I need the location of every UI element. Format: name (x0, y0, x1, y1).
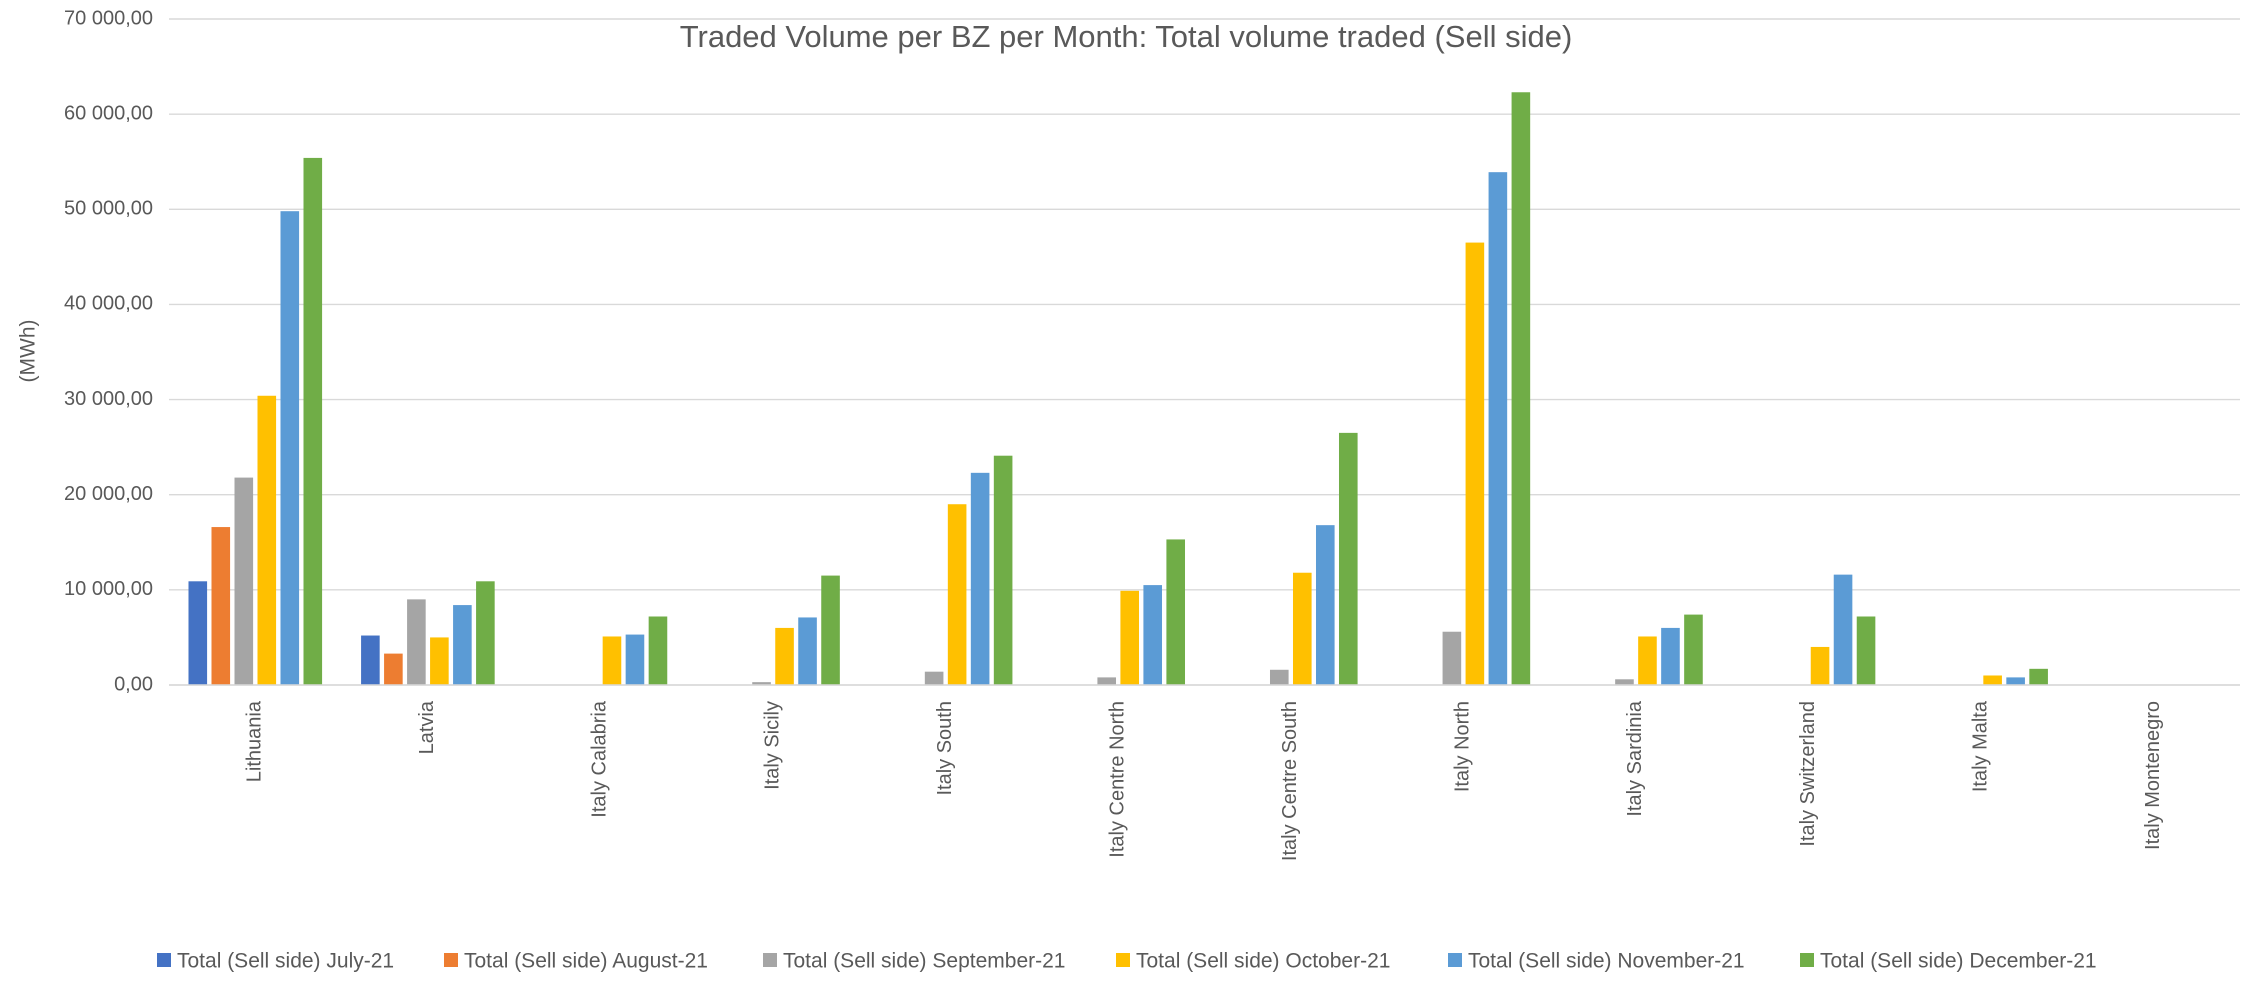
bar (2006, 677, 2025, 685)
bar (476, 581, 495, 685)
bar (1465, 242, 1485, 686)
bar (234, 477, 254, 685)
x-tick-label: Italy Sardinia (1624, 700, 1646, 816)
bar (970, 472, 990, 685)
legend-swatch (444, 953, 458, 967)
x-tick-label: Italy Sicily (761, 701, 783, 790)
bar (1269, 669, 1289, 685)
bar (1511, 92, 1531, 685)
x-tick-label: Latvia (416, 700, 438, 754)
bar (1292, 572, 1312, 685)
x-tick-label: Italy Centre South (1279, 701, 1301, 861)
bar (211, 527, 231, 685)
bar (947, 504, 967, 685)
bar (1833, 574, 1853, 685)
bar (2029, 668, 2048, 685)
legend-label: Total (Sell side) September-21 (783, 950, 1065, 973)
x-tick-label: Lithuania (244, 700, 266, 782)
bar (1856, 616, 1876, 685)
bar (752, 682, 771, 685)
legend-label: Total (Sell side) July-21 (177, 950, 394, 973)
x-tick-label: Italy Calabria (589, 700, 611, 818)
bar (1638, 636, 1657, 685)
bar (798, 617, 817, 685)
bar (1684, 614, 1703, 685)
bar (361, 635, 380, 685)
bar (993, 455, 1013, 685)
bar (1120, 590, 1140, 685)
bar (1488, 172, 1508, 685)
y-tick-label: 30 000,00 (64, 388, 153, 410)
bar (453, 605, 472, 685)
legend-swatch (1448, 953, 1462, 967)
bar (1615, 679, 1634, 685)
y-tick-label: 50 000,00 (64, 198, 153, 220)
bar (1983, 675, 2002, 685)
bar (602, 636, 622, 685)
y-tick-label: 20 000,00 (64, 483, 153, 505)
bar (384, 653, 403, 685)
legend-swatch (1116, 953, 1130, 967)
chart-title: Traded Volume per BZ per Month: Total vo… (680, 19, 1573, 54)
y-tick-label: 0,00 (114, 673, 153, 695)
x-tick-label: Italy Switzerland (1797, 701, 1819, 847)
bar (775, 627, 794, 685)
bar (1661, 627, 1680, 685)
legend-label: Total (Sell side) August-21 (464, 950, 708, 973)
legend-swatch (1800, 953, 1814, 967)
bar (1143, 585, 1163, 685)
y-tick-label: 10 000,00 (64, 578, 153, 600)
bar (1338, 432, 1358, 685)
bar (188, 581, 208, 685)
bar (1315, 525, 1335, 685)
bar (648, 616, 668, 685)
x-tick-label: Italy Montenegro (2142, 701, 2164, 850)
legend-label: Total (Sell side) November-21 (1468, 950, 1745, 973)
bar (821, 575, 840, 685)
legend-swatch (157, 953, 171, 967)
legend-label: Total (Sell side) December-21 (1820, 950, 2097, 973)
bar (1097, 677, 1117, 685)
x-tick-label: Italy Malta (1969, 700, 1991, 792)
legend-label: Total (Sell side) October-21 (1136, 950, 1390, 973)
bar (625, 634, 645, 685)
y-tick-label: 60 000,00 (64, 102, 153, 124)
x-tick-label: Italy South (934, 701, 956, 796)
bar (1166, 539, 1186, 685)
bar (257, 395, 277, 685)
bar (1810, 646, 1830, 685)
legend-swatch (763, 953, 777, 967)
y-tick-label: 70 000,00 (64, 7, 153, 29)
x-tick-label: Italy Centre North (1106, 701, 1128, 858)
y-tick-label: 40 000,00 (64, 293, 153, 315)
bar (1442, 631, 1462, 685)
bar (303, 157, 323, 685)
bar (407, 599, 426, 685)
bar (280, 211, 300, 685)
x-tick-label: Italy North (1452, 701, 1474, 792)
bar (430, 637, 449, 685)
y-axis-label: (MWh) (17, 320, 40, 383)
bar (924, 671, 944, 685)
